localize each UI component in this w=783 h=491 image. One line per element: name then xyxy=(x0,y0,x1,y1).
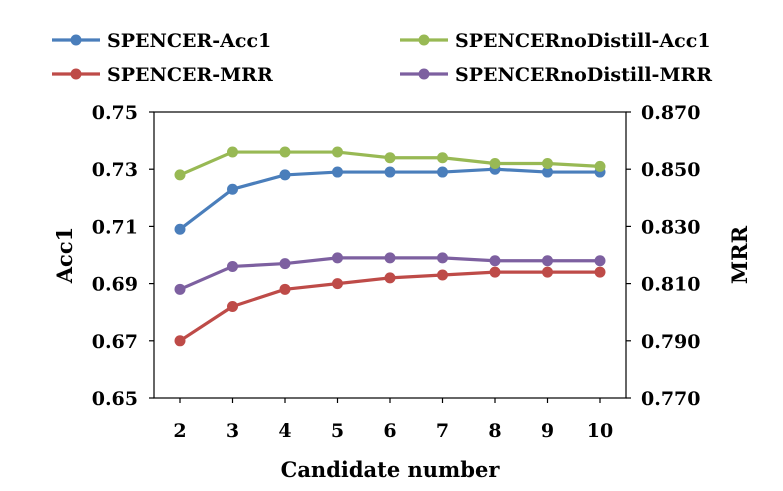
data-point-spencernodistill-mrr xyxy=(437,252,448,264)
x-tick-label: 9 xyxy=(541,420,554,442)
y-axis-left-title: Acc1 xyxy=(52,227,77,284)
data-point-spencernodistill-acc1 xyxy=(489,157,501,169)
data-point-spencernodistill-mrr xyxy=(279,258,291,270)
data-point-spencer-acc1 xyxy=(384,166,396,178)
legend-label: SPENCERnoDistill-MRR xyxy=(455,64,712,86)
data-point-spencernodistill-acc1 xyxy=(227,146,238,158)
data-point-spencernodistill-acc1 xyxy=(279,146,291,158)
legend-marker xyxy=(418,34,430,46)
data-point-spencernodistill-acc1 xyxy=(437,152,448,164)
y-right-tick-label: 0.830 xyxy=(641,216,701,238)
data-point-spencer-acc1 xyxy=(542,166,553,178)
x-tick-label: 2 xyxy=(173,420,186,442)
data-point-spencer-mrr xyxy=(542,266,553,278)
y-left-tick-label: 0.73 xyxy=(92,159,138,181)
x-axis-ticks: 2 3 4 5 6 7 8 9 10 xyxy=(173,398,613,442)
legend-item-spencernodistill-acc1: SPENCERnoDistill-Acc1 xyxy=(400,30,711,52)
y-left-tick-label: 0.71 xyxy=(92,216,138,238)
data-point-spencer-acc1 xyxy=(437,166,448,178)
data-point-spencernodistill-acc1 xyxy=(332,146,343,158)
legend: SPENCER-Acc1 SPENCERnoDistill-Acc1 SPENCER… xyxy=(52,30,712,86)
legend-marker xyxy=(70,68,82,80)
x-tick-label: 10 xyxy=(587,420,613,442)
data-point-spencer-mrr xyxy=(279,283,291,295)
data-point-spencernodistill-mrr xyxy=(384,252,396,264)
legend-marker xyxy=(70,34,82,46)
x-tick-label: 5 xyxy=(331,420,344,442)
legend-label: SPENCERnoDistill-Acc1 xyxy=(455,30,711,52)
y-right-tick-label: 0.810 xyxy=(641,274,701,296)
x-tick-label: 6 xyxy=(383,420,396,442)
legend-label: SPENCER-Acc1 xyxy=(107,30,271,52)
x-axis-title: Candidate number xyxy=(281,457,501,482)
data-point-spencer-acc1 xyxy=(227,183,238,195)
data-point-spencer-mrr xyxy=(384,272,396,284)
x-tick-label: 4 xyxy=(278,420,291,442)
data-point-spencernodistill-mrr xyxy=(594,255,606,267)
data-point-spencer-mrr xyxy=(594,266,606,278)
series-line-spencer-acc1 xyxy=(179,167,600,231)
legend-marker xyxy=(418,68,430,80)
data-point-spencernodistill-mrr xyxy=(174,283,186,295)
data-point-spencer-mrr xyxy=(332,278,343,290)
y-axis-left-ticks: 0.65 0.67 0.69 0.71 0.73 0.75 xyxy=(92,102,154,410)
legend-item-spencernodistill-mrr: SPENCERnoDistill-MRR xyxy=(400,64,712,86)
data-point-spencernodistill-mrr xyxy=(332,252,343,264)
legend-item-spencer-mrr: SPENCER-MRR xyxy=(52,64,273,86)
series-spencernodistill-acc1 xyxy=(174,146,606,181)
data-point-spencer-mrr xyxy=(489,266,501,278)
y-left-tick-label: 0.69 xyxy=(92,274,138,296)
y-left-tick-label: 0.67 xyxy=(92,331,138,353)
data-point-spencernodistill-mrr xyxy=(227,260,238,272)
data-point-spencer-acc1 xyxy=(332,166,343,178)
data-point-spencer-mrr xyxy=(437,269,448,281)
series-spencer-mrr xyxy=(174,266,606,347)
y-right-tick-label: 0.790 xyxy=(641,331,701,353)
data-point-spencernodistill-mrr xyxy=(542,255,553,267)
y-right-tick-label: 0.870 xyxy=(641,102,701,124)
data-point-spencer-mrr xyxy=(174,335,186,347)
y-axis-right-ticks: 0.770 0.790 0.810 0.830 0.850 0.870 xyxy=(626,102,701,410)
series-spencernodistill-mrr xyxy=(174,252,606,295)
x-tick-label: 7 xyxy=(436,420,449,442)
legend-item-spencer-acc1: SPENCER-Acc1 xyxy=(52,30,271,52)
data-point-spencer-acc1 xyxy=(174,223,186,235)
y-right-tick-label: 0.770 xyxy=(641,388,701,410)
y-right-tick-label: 0.850 xyxy=(641,159,701,181)
data-point-spencer-acc1 xyxy=(279,169,291,181)
data-point-spencernodistill-acc1 xyxy=(174,169,186,181)
legend-label: SPENCER-MRR xyxy=(107,64,273,86)
data-point-spencer-mrr xyxy=(227,300,238,312)
data-point-spencernodistill-acc1 xyxy=(542,157,553,169)
data-point-spencernodistill-acc1 xyxy=(384,152,396,164)
y-axis-right-title: MRR xyxy=(727,225,752,284)
y-left-tick-label: 0.65 xyxy=(92,388,138,410)
data-point-spencernodistill-acc1 xyxy=(594,160,606,172)
x-tick-label: 3 xyxy=(226,420,239,442)
series-layer xyxy=(174,146,606,347)
y-left-tick-label: 0.75 xyxy=(92,102,138,124)
data-point-spencernodistill-mrr xyxy=(489,255,501,267)
series-spencer-acc1 xyxy=(174,163,606,235)
x-tick-label: 8 xyxy=(488,420,501,442)
